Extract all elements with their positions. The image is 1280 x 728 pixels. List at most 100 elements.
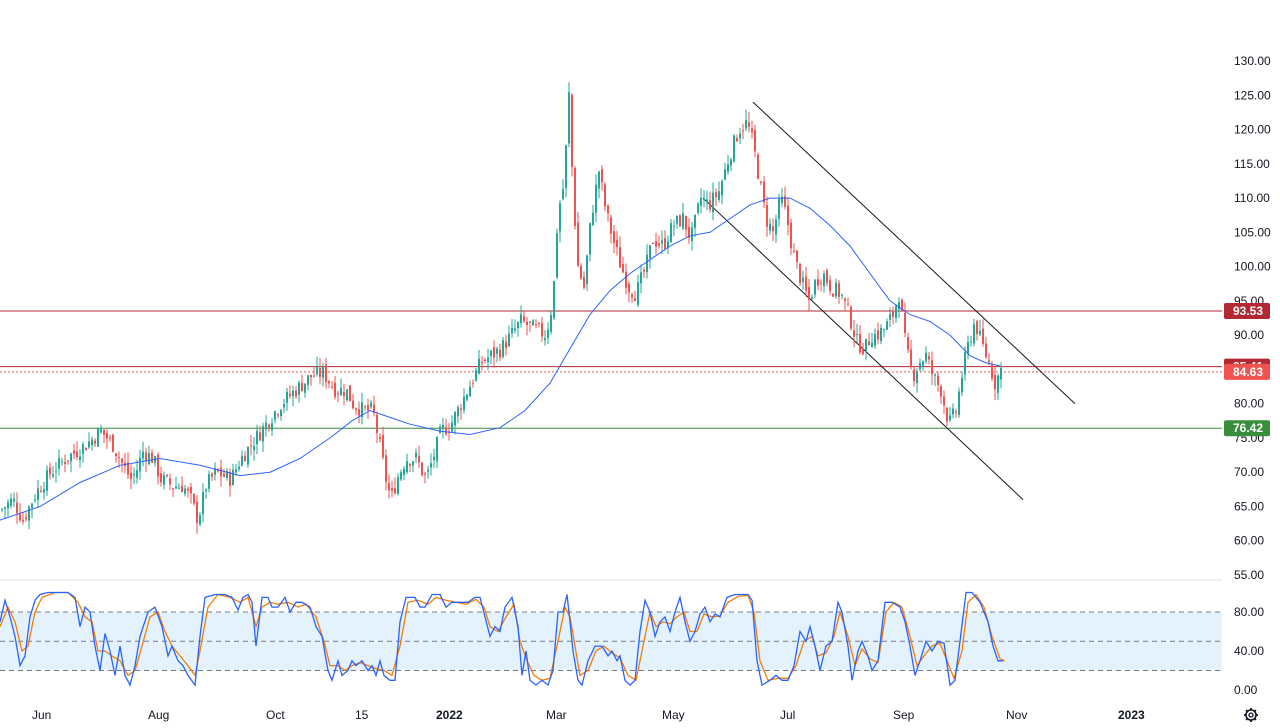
candle-body: [31, 503, 33, 508]
candle-body: [703, 198, 705, 201]
candle-body: [811, 297, 813, 299]
channel-upper-line[interactable]: [752, 101, 1076, 405]
candle-body: [646, 254, 648, 273]
candle-body: [742, 130, 744, 132]
candle-body: [442, 425, 444, 429]
price-tick-label: 70.00: [1234, 465, 1264, 479]
candle-body: [253, 446, 255, 450]
candle-body: [247, 446, 249, 465]
candle-body: [427, 469, 429, 472]
candle-body: [487, 357, 489, 362]
candle-body: [931, 360, 933, 375]
candle-body: [346, 389, 348, 401]
candle-body: [856, 333, 858, 335]
stochastic-lines: [0, 591, 1006, 687]
candle-body: [502, 340, 504, 357]
candle-body: [619, 247, 621, 268]
price-tag-box: [1224, 420, 1270, 437]
candle-body: [631, 294, 633, 298]
candle-body: [988, 360, 990, 362]
candle-body: [160, 473, 162, 483]
candle-body: [787, 205, 789, 226]
candle-body: [544, 338, 546, 341]
candle-body: [1, 509, 3, 511]
candle-body: [877, 330, 879, 340]
candle-body: [463, 396, 465, 410]
candle-body: [694, 214, 696, 228]
candle-body: [475, 370, 477, 381]
candle-body: [412, 461, 414, 466]
time-tick-label: Sep: [893, 708, 915, 722]
candle-body: [400, 472, 402, 480]
candle-body: [445, 427, 447, 435]
candle-body: [616, 239, 618, 248]
candle-body: [769, 223, 771, 231]
candle-body: [733, 135, 735, 162]
candle-body: [934, 374, 936, 376]
candle-body: [106, 432, 108, 439]
price-tick-label: 125.00: [1234, 88, 1271, 102]
candle-body: [355, 408, 357, 410]
candle-body: [661, 240, 663, 244]
candle-body: [826, 270, 828, 284]
price-tick-label: 110.00: [1234, 191, 1270, 205]
candle-body: [238, 466, 240, 470]
candle-body: [493, 347, 495, 358]
candle-body: [730, 159, 732, 166]
candle-body: [232, 469, 234, 486]
candle-body: [832, 293, 834, 297]
candle-body: [115, 453, 117, 457]
candle-body: [202, 491, 204, 515]
candle-body: [946, 407, 948, 422]
price-tag-box: [1224, 302, 1270, 319]
candle-body: [547, 329, 549, 338]
candle-body: [610, 217, 612, 234]
candle-body: [526, 321, 528, 326]
candle-body: [916, 371, 918, 383]
candle-body: [838, 283, 840, 297]
candle-body: [628, 283, 630, 293]
candle-body: [505, 341, 507, 348]
candle-body: [670, 223, 672, 242]
candle-body: [145, 452, 147, 462]
moving-average: [0, 197, 1001, 521]
candle-body: [781, 196, 783, 203]
candle-body: [85, 448, 87, 451]
candle-body: [367, 405, 369, 411]
candle-body: [868, 341, 870, 345]
candle-body: [490, 350, 492, 357]
candle-body: [958, 391, 960, 415]
time-axis[interactable]: Jun Aug Oct 15 2022 Mar May Jul Sep Nov 2023: [32, 708, 1145, 722]
candle-body: [148, 453, 150, 464]
candle-body: [565, 145, 567, 188]
candle-body: [274, 411, 276, 420]
candle-body: [835, 282, 837, 297]
candle-body: [793, 251, 795, 253]
candle-body: [190, 486, 192, 494]
candle-body: [862, 350, 864, 355]
stochastic-axis[interactable]: 80.00 40.00 0.00: [1234, 605, 1264, 697]
candle-body: [340, 387, 342, 396]
price-tag-label: 84.63: [1233, 365, 1263, 379]
candle-body: [19, 513, 21, 521]
candle-body: [214, 468, 216, 475]
time-tick-label: Nov: [1006, 708, 1027, 722]
candle-body: [130, 472, 132, 480]
price-tick-label: 120.00: [1234, 123, 1271, 137]
candle-body: [991, 364, 993, 379]
candle-body: [886, 321, 888, 330]
candle-body: [364, 406, 366, 408]
candle-body: [208, 474, 210, 489]
candle-body: [961, 377, 963, 393]
candle-body: [874, 333, 876, 346]
candle-body: [25, 517, 27, 520]
candle-body: [121, 458, 123, 463]
candle-body: [745, 120, 747, 129]
gear-icon[interactable]: [1244, 708, 1258, 722]
candle-body: [559, 203, 561, 232]
candle-body: [697, 203, 699, 213]
candle-body: [256, 430, 258, 445]
candle-body: [199, 515, 201, 525]
candle-body: [424, 473, 426, 475]
